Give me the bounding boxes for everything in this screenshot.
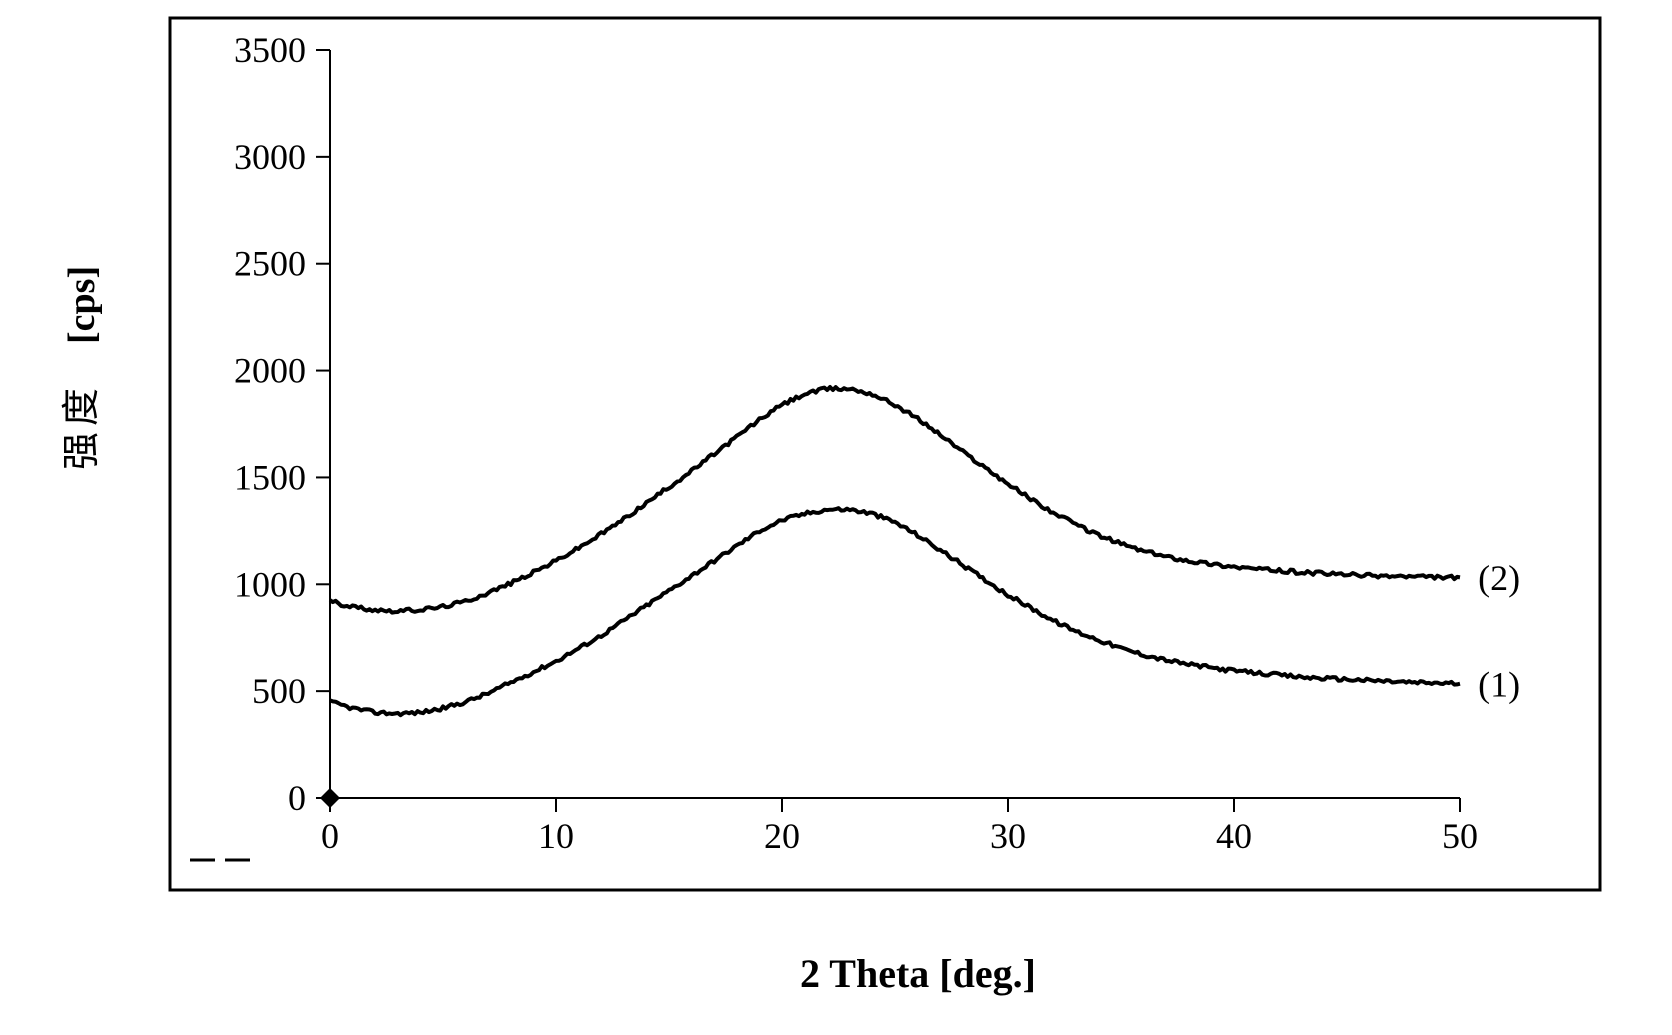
x-tick-label: 10 xyxy=(538,816,574,856)
y-tick-label: 3000 xyxy=(234,137,306,177)
series-label: (1) xyxy=(1478,665,1520,705)
y-axis-label: 强度 [cps] xyxy=(50,266,105,470)
x-tick-label: 50 xyxy=(1442,816,1478,856)
y-tick-label: 1000 xyxy=(234,564,306,604)
x-tick-label: 20 xyxy=(764,816,800,856)
series-label: (2) xyxy=(1478,558,1520,598)
series-line xyxy=(330,508,1460,715)
xrd-chart: 强度 [cps] 0 500 1000 1500 2000 2500 3000 3500 0 10… xyxy=(40,10,1640,1010)
x-tick-label: 30 xyxy=(990,816,1026,856)
y-axis-label-unit: [cps] xyxy=(61,266,103,344)
x-axis-label: 2 Theta [deg.] xyxy=(800,950,1036,997)
y-tick-label: 1500 xyxy=(234,457,306,497)
origin-marker xyxy=(320,788,340,808)
chart-svg: 0 500 1000 1500 2000 2500 3000 3500 0 10 20 30 40 50 (… xyxy=(40,10,1640,910)
x-tick-label: 40 xyxy=(1216,816,1252,856)
y-tick-label: 2500 xyxy=(234,244,306,284)
x-tick-label: 0 xyxy=(321,816,339,856)
y-axis-label-cjk: 强度 xyxy=(61,382,103,470)
y-tick-label: 0 xyxy=(288,778,306,818)
y-tick-label: 500 xyxy=(252,671,306,711)
series-line xyxy=(330,387,1460,613)
y-tick-label: 3500 xyxy=(234,30,306,70)
y-tick-label: 2000 xyxy=(234,351,306,391)
